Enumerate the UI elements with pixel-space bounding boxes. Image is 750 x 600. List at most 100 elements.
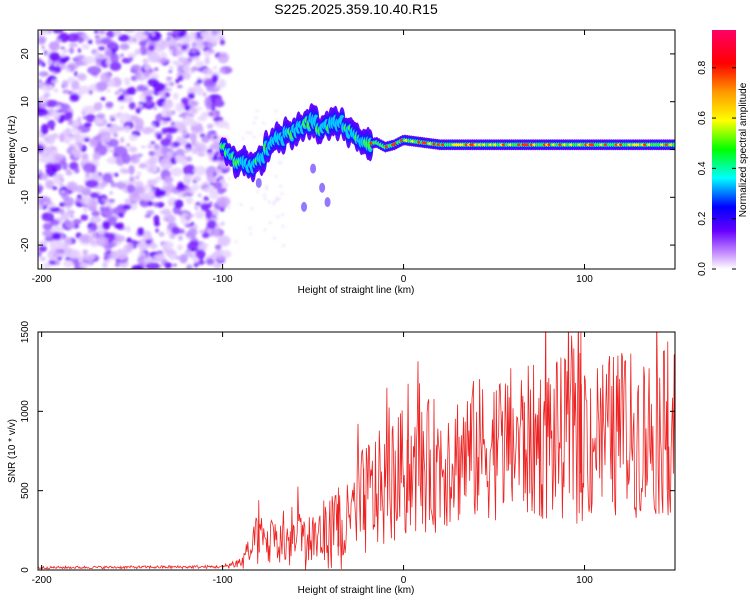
snr-x-label: Height of straight line (km) — [298, 585, 415, 596]
spectrogram-noise-cell — [147, 189, 156, 196]
spectrogram-noise-cell — [83, 122, 92, 128]
spectrogram-noise-cell — [146, 210, 155, 216]
snr-y-label: SNR (10 * v/v) — [7, 419, 18, 483]
spectrogram-noise-cell — [168, 44, 177, 51]
spectrogram-noise-cell — [38, 144, 45, 153]
snr-series-line — [38, 332, 675, 570]
spectrogram-noise-cell — [94, 254, 98, 259]
spectrogram-noise-cell — [60, 46, 65, 50]
spectrogram-noise-cell — [105, 49, 113, 57]
spectrogram-noise-cell — [169, 233, 176, 240]
spectrogram-noise-cell — [122, 153, 131, 164]
spectrogram-noise-cell — [181, 128, 189, 137]
spectrogram-noise-cell — [201, 135, 210, 143]
spectrogram-noise-cell — [155, 113, 164, 122]
spectrogram-noise-cell — [219, 39, 226, 46]
spectrogram-noise-cell — [144, 214, 152, 218]
spectrogram-noise-cell — [122, 95, 134, 103]
spectrogram-noise-cell — [43, 99, 59, 108]
spectrogram-noise-cell — [94, 51, 102, 60]
spectrogram-noise-cell — [109, 191, 113, 195]
spectrogram-noise-cell — [217, 171, 221, 177]
spectrogram-noise-cell — [94, 35, 100, 39]
spectrogram-noise-cell — [67, 76, 75, 84]
spectrogram-noise-cell — [193, 257, 199, 262]
spectrogram-noise-cell — [116, 222, 125, 230]
spectrogram-noise-cell — [119, 43, 130, 51]
spectrogram-noise-cell — [48, 51, 60, 62]
spectrogram-noise-cell — [63, 48, 69, 53]
spectrogram-noise-cell — [218, 78, 227, 89]
spectrogram-noise-cell — [82, 56, 97, 64]
spectrogram-noise-cell — [65, 256, 71, 262]
snr-peak — [683, 343, 684, 490]
spectrogram-noise-cell — [139, 200, 147, 206]
spectrogram-noise-cell — [189, 188, 196, 195]
spectrogram-noise-cell — [126, 86, 137, 96]
spectrogram-noise-cell — [89, 215, 102, 224]
spectrogram-noise-cell — [130, 75, 137, 82]
spectrogram-noise-cell — [174, 49, 184, 56]
spectrogram-noise-cell — [212, 214, 216, 219]
spectrogram-noise-cell — [178, 75, 183, 82]
spectrogram-noise-cell — [66, 168, 71, 173]
spectrogram-noise-cell — [102, 262, 108, 269]
spectrogram-noise-cell — [92, 151, 101, 161]
spectrogram-noise-cell — [215, 120, 230, 128]
spectrogram-noise-cell — [200, 203, 213, 209]
spectrogram-noise-cell — [64, 138, 71, 144]
spectrogram-noise-cell — [241, 137, 245, 140]
spectrogram-noise-cell — [58, 181, 64, 188]
spectrogram-noise-cell — [39, 256, 47, 262]
spectrogram-noise-cell — [186, 264, 193, 269]
spectrogram-noise-cell — [63, 236, 72, 247]
spectrogram-noise-cell — [48, 111, 52, 116]
spectrogram-noise-cell — [112, 234, 126, 243]
spectrogram-noise-cell — [161, 240, 174, 250]
spectrogram-noise-cell — [135, 107, 141, 114]
spectrogram-noise-cell — [96, 81, 108, 92]
spectrogram-noise-cell — [138, 40, 146, 47]
spectrogram-signal-cell — [319, 182, 326, 193]
spectrogram-noise-cell — [103, 256, 108, 260]
spectrogram-noise-cell — [200, 30, 212, 39]
spectrogram-noise-cell — [160, 157, 173, 170]
spectrogram-noise-cell — [201, 182, 205, 188]
spectrogram-noise-cell — [262, 122, 266, 125]
spectrogram-noise-cell — [94, 74, 98, 78]
spectrogram-noise-cell — [123, 113, 132, 122]
spectrogram-noise-cell — [205, 209, 213, 220]
snr-peak — [337, 487, 340, 547]
spectrogram-noise-cell — [80, 197, 90, 205]
spectrogram-noise-cell — [38, 251, 42, 257]
spectrogram-noise-cell — [119, 167, 128, 174]
spectrogram-noise-cell — [107, 217, 117, 226]
snr-x-tick-label: -200 — [32, 575, 52, 586]
spectrogram-noise-cell — [48, 259, 56, 265]
colorbar-ticks: 0.0 0.2 0.4 0.6 0.8 — [697, 60, 736, 276]
spectrogram-noise-cell — [83, 137, 90, 142]
spectrogram-noise-cell — [273, 200, 277, 203]
spectrogram-noise-cell — [109, 61, 122, 71]
spectrogram-noise-cell — [54, 225, 61, 230]
spectrogram-noise-cell — [172, 141, 181, 147]
spectrogram-noise-cell — [143, 184, 151, 191]
spectrogram-noise-cell — [193, 165, 207, 176]
colorbar-tick-label: 0.6 — [697, 111, 708, 125]
spectrogram-noise-cell — [153, 201, 159, 208]
spectrogram-noise-cell — [124, 198, 129, 204]
spectrogram-noise-cell — [267, 200, 271, 204]
spectrogram-noise-cell — [154, 67, 159, 72]
spectrogram-noise-cell — [197, 115, 205, 122]
spectrogram-noise-cell — [245, 131, 249, 134]
spectrogram-noise-cell — [38, 245, 48, 253]
spectrogram-noise-cell — [209, 143, 218, 150]
spectrogram-noise-cell — [250, 207, 254, 210]
spectrogram-noise-cell — [108, 41, 118, 49]
spectrogram-noise-cell — [249, 232, 253, 236]
spectrogram-noise-cell — [55, 248, 63, 254]
spectrogram-noise-cell — [134, 48, 142, 55]
spectrogram-noise-cell — [138, 162, 147, 169]
spectrogram-noise-cell — [68, 118, 74, 125]
colorbar-tick-label: 0.2 — [697, 211, 708, 225]
